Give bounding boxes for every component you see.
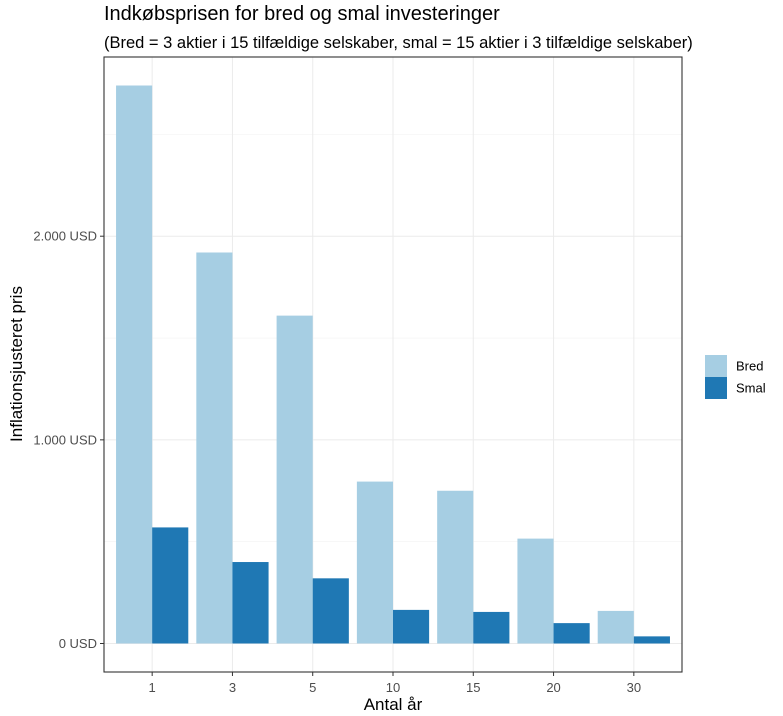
- bar-bred: [116, 85, 153, 644]
- x-tick-label: 1: [149, 680, 156, 695]
- legend: Bred Smal: [705, 355, 766, 399]
- chart-title: Indkøbsprisen for bred og smal investeri…: [104, 3, 500, 25]
- legend-label-smal: Smal: [736, 381, 766, 396]
- x-tick-label: 10: [386, 680, 400, 695]
- bar-bred: [597, 610, 634, 644]
- bar-smal: [553, 623, 590, 644]
- y-tick-label: 1.000 USD: [33, 432, 97, 447]
- x-tick-label: 5: [309, 680, 316, 695]
- bar-smal: [473, 611, 510, 644]
- x-tick-label: 3: [229, 680, 236, 695]
- legend-key-bred: [705, 355, 727, 377]
- bar-smal: [152, 527, 189, 644]
- y-tick-label: 2.000 USD: [33, 229, 97, 244]
- axes: 0 USD 1.000 USD 2.000 USD 1 3 5 10 15 20 30: [33, 229, 641, 695]
- legend-key-smal: [705, 377, 727, 399]
- x-axis-title: Antal år: [364, 695, 423, 714]
- y-axis-title: Inflationsjusteret pris: [7, 286, 26, 442]
- bar-smal: [633, 636, 670, 644]
- bar-bred: [356, 481, 393, 644]
- bar-bred: [517, 538, 554, 644]
- y-tick-label: 0 USD: [59, 636, 97, 651]
- chart-subtitle: (Bred = 3 aktier i 15 tilfældige selskab…: [104, 34, 693, 52]
- bar-smal: [312, 578, 349, 644]
- legend-label-bred: Bred: [736, 359, 763, 374]
- bar-smal: [393, 609, 430, 644]
- x-tick-label: 20: [546, 680, 560, 695]
- x-tick-label: 15: [466, 680, 480, 695]
- bar-bred: [196, 252, 233, 644]
- bars: [116, 85, 670, 644]
- bar-smal: [232, 562, 269, 644]
- bar-bred: [437, 490, 474, 644]
- x-tick-label: 30: [627, 680, 641, 695]
- bar-bred: [276, 315, 313, 644]
